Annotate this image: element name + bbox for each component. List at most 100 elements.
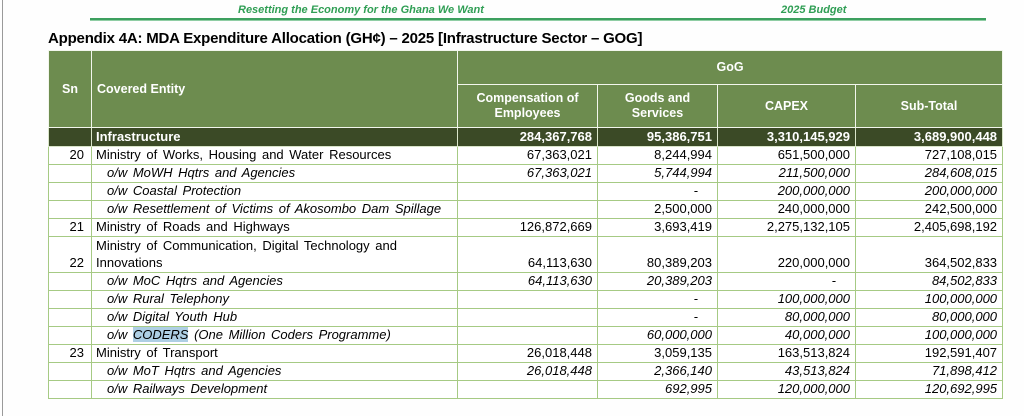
value-cell: 2,405,698,192 <box>854 218 1004 237</box>
value-cell: - <box>717 272 856 291</box>
value-cell: 43,513,824 <box>717 362 856 381</box>
value-cell: 84,502,833 <box>854 272 1004 291</box>
sn-cell: 21 <box>48 218 92 237</box>
value-cell <box>457 326 598 345</box>
table-row: o/w CODERS (One Million Coders Programme… <box>48 326 1004 345</box>
value-cell: 20,389,203 <box>597 272 718 291</box>
value-cell <box>457 308 598 327</box>
value-cell: 64,113,630 <box>457 236 598 273</box>
entity-cell: Ministry of Transport <box>91 344 458 363</box>
value-cell: 200,000,000 <box>854 182 1004 201</box>
value-cell: 2,366,140 <box>597 362 718 381</box>
total-row: Infrastructure 284,367,768 95,386,751 3,310… <box>48 127 1004 147</box>
value-cell <box>457 380 598 399</box>
value-cell <box>457 200 598 219</box>
value-cell: 2,500,000 <box>597 200 718 219</box>
sn-cell: 22 <box>48 236 92 273</box>
sn-cell: 20 <box>48 146 92 165</box>
value-cell: 192,591,407 <box>854 344 1004 363</box>
value-cell: 5,744,994 <box>597 164 718 183</box>
entity-cell: o/w MoT Hqtrs and Agencies <box>91 362 458 381</box>
table-row: o/w MoC Hqtrs and Agencies 64,113,630 20,3… <box>48 272 1004 291</box>
table-row: o/w Railways Development 692,995 120,000,0… <box>48 380 1004 399</box>
value-cell: 100,000,000 <box>854 326 1004 345</box>
value-cell: 284,367,768 <box>457 127 598 147</box>
sn-cell <box>48 182 92 201</box>
entity-cell: o/w MoC Hqtrs and Agencies <box>91 272 458 291</box>
value-cell: 126,872,669 <box>457 218 598 237</box>
value-cell <box>457 182 598 201</box>
value-cell: 100,000,000 <box>717 290 856 309</box>
table-row: o/w Rural Telephony -100,000,000 100,000,0… <box>48 290 1004 309</box>
column-header-compensation: Compensation of Employees <box>457 84 598 128</box>
value-cell: - <box>597 290 718 309</box>
entity-cell: o/w Coastal Protection <box>91 182 458 201</box>
sn-cell <box>48 272 92 291</box>
table-row: o/w MoWH Hqtrs and Agencies 67,363,021 5,7… <box>48 164 1004 183</box>
value-cell: 40,000,000 <box>717 326 856 345</box>
entity-cell: o/w Railways Development <box>91 380 458 399</box>
entity-cell: o/w Digital Youth Hub <box>91 308 458 327</box>
column-header-capex: CAPEX <box>717 84 856 128</box>
entity-text: o/w <box>107 327 133 343</box>
banner-slogan: Resetting the Economy for the Ghana We W… <box>238 4 484 16</box>
value-cell: 3,689,900,448 <box>854 127 1004 147</box>
value-cell: 211,500,000 <box>717 164 856 183</box>
sn-cell <box>48 290 92 309</box>
value-cell: 26,018,448 <box>457 362 598 381</box>
column-header-sn: Sn <box>48 50 92 128</box>
value-cell: 2,275,132,105 <box>717 218 856 237</box>
table-row: 21 Ministry of Roads and Highways 126,872,… <box>48 218 1004 237</box>
value-cell: 364,502,833 <box>854 236 1004 273</box>
value-cell: - <box>597 308 718 327</box>
sn-cell: 23 <box>48 344 92 363</box>
value-cell: 67,363,021 <box>457 146 598 165</box>
entity-cell: Infrastructure <box>91 127 458 147</box>
column-header-subtotal: Sub-Total <box>854 84 1004 128</box>
value-cell: 120,692,995 <box>854 380 1004 399</box>
table-row: o/w Digital Youth Hub -80,000,000 80,000,0… <box>48 308 1004 327</box>
value-cell: 60,000,000 <box>597 326 718 345</box>
sn-cell <box>48 127 92 147</box>
table-row: 23 Ministry of Transport 26,018,448 3,059,1… <box>48 344 1004 363</box>
value-cell: 80,389,203 <box>597 236 718 273</box>
entity-cell: o/w CODERS (One Million Coders Programme… <box>91 326 458 345</box>
value-cell: 163,513,824 <box>717 344 856 363</box>
entity-cell: o/w Rural Telephony <box>91 290 458 309</box>
value-cell: 3,310,145,929 <box>717 127 856 147</box>
entity-cell: Ministry of Roads and Highways <box>91 218 458 237</box>
value-cell: 120,000,000 <box>717 380 856 399</box>
value-cell <box>457 290 598 309</box>
value-cell: 240,000,000 <box>717 200 856 219</box>
banner-budget-label: 2025 Budget <box>781 4 847 16</box>
value-cell: 3,059,135 <box>597 344 718 363</box>
entity-cell: o/w Resettlement of Victims of Akosombo … <box>91 200 458 219</box>
column-header-covered-entity: Covered Entity <box>91 50 458 128</box>
sn-cell <box>48 200 92 219</box>
value-cell: 64,113,630 <box>457 272 598 291</box>
page-edge-line <box>2 0 3 416</box>
sn-cell <box>48 308 92 327</box>
table-row: o/w MoT Hqtrs and Agencies 26,018,448 2,36… <box>48 362 1004 381</box>
entity-text: (One Million Coders Programme) <box>188 327 391 343</box>
value-cell: 284,608,015 <box>854 164 1004 183</box>
table-body: Infrastructure 284,367,768 95,386,751 3,310… <box>48 127 1004 399</box>
value-cell: 220,000,000 <box>717 236 856 273</box>
value-cell: 727,108,015 <box>854 146 1004 165</box>
expenditure-table: Sn Covered Entity GoG Compensation of Em… <box>48 50 1004 399</box>
value-cell: 651,500,000 <box>717 146 856 165</box>
value-cell: 200,000,000 <box>717 182 856 201</box>
page-title: Appendix 4A: MDA Expenditure Allocation … <box>48 30 643 47</box>
entity-cell: Ministry of Communication, Digital Techn… <box>91 236 458 273</box>
value-cell: - <box>597 182 718 201</box>
table-row: 20 Ministry of Works, Housing and Water R… <box>48 146 1004 165</box>
value-cell: 95,386,751 <box>597 127 718 147</box>
value-cell: 80,000,000 <box>717 308 856 327</box>
entity-cell: Ministry of Works, Housing and Water Res… <box>91 146 458 165</box>
value-cell: 80,000,000 <box>854 308 1004 327</box>
value-cell: 3,693,419 <box>597 218 718 237</box>
banner-divider-rule <box>90 18 986 21</box>
table-row: 22 Ministry of Communication, Digital Tec… <box>48 236 1004 273</box>
table-header: Sn Covered Entity GoG Compensation of Em… <box>48 50 1004 128</box>
